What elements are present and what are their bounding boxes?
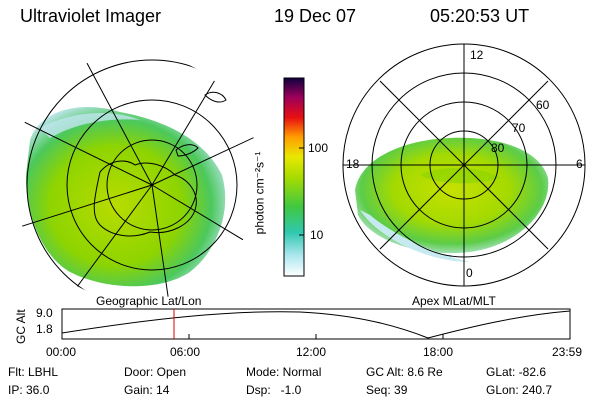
aurora-emission-magnetic: [355, 137, 549, 254]
status-glon: GLon: 240.7: [486, 383, 553, 397]
mlt-label-6: 6: [576, 157, 583, 171]
time-label: 05:20:53 UT: [430, 6, 530, 26]
status-gain: Gain: 14: [124, 383, 170, 397]
orbit-altitude-plot: [61, 308, 571, 340]
status-ip: IP: 36.0: [8, 383, 50, 397]
status-door: Door: Open: [124, 365, 187, 379]
colorbar-unit-label: photon cm⁻²s⁻¹: [252, 151, 267, 235]
status-mode: Mode: Normal: [246, 365, 322, 379]
status-glat: GLat: -82.6: [486, 365, 547, 379]
mlt-label-12: 12: [470, 48, 484, 62]
colorbar-tick-10: 10: [310, 228, 324, 242]
xtick-0600: 06:00: [170, 345, 201, 359]
mlat-label-80: 80: [491, 141, 505, 155]
status-gcalt: GC Alt: 8.6 Re: [366, 365, 443, 379]
orbit-ytick-bottom: 1.8: [36, 322, 53, 336]
status-flt: Flt: LBHL: [8, 365, 59, 379]
instrument-title: Ultraviolet Imager: [20, 6, 162, 26]
status-seq: Seq: 39: [366, 383, 408, 397]
mlat-label-70: 70: [512, 121, 526, 135]
orbit-ylabel: GC Alt: [14, 309, 28, 344]
xtick-1200: 12:00: [296, 345, 327, 359]
status-dsp: Dsp: -1.0: [246, 383, 302, 397]
mlt-label-18: 18: [346, 157, 360, 171]
xtick-0000: 00:00: [46, 345, 77, 359]
xtick-2359: 23:59: [552, 345, 583, 359]
orbit-ytick-top: 9.0: [36, 306, 53, 320]
colorbar-tick-100: 100: [308, 141, 329, 155]
mlat-label-60: 60: [536, 98, 550, 112]
magnetic-caption: Apex MLat/MLT: [412, 294, 496, 308]
colorbar: [283, 77, 305, 277]
mlt-label-0: 0: [466, 266, 473, 280]
antarctica-outline: [93, 160, 197, 237]
xtick-1800: 18:00: [423, 345, 454, 359]
geographic-caption: Geographic Lat/Lon: [96, 294, 202, 308]
aurora-emission-geographic: [25, 107, 226, 287]
date-label: 19 Dec 07: [274, 6, 357, 26]
